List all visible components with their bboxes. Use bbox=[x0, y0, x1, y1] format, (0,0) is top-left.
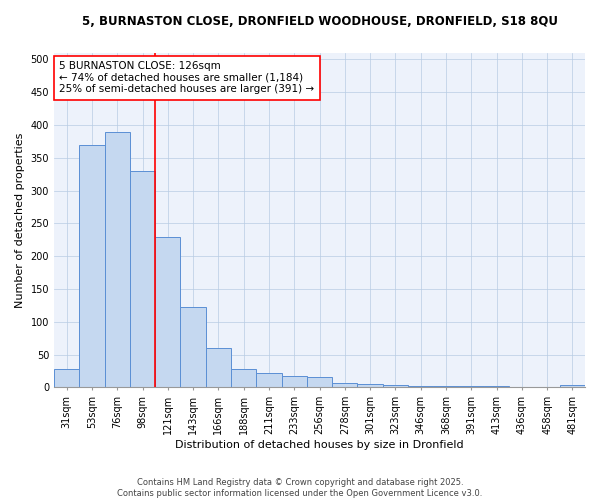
Bar bbox=[79, 144, 104, 388]
Bar bbox=[130, 171, 155, 388]
Bar bbox=[281, 376, 307, 388]
Bar bbox=[535, 387, 560, 388]
Title: 5, BURNASTON CLOSE, DRONFIELD WOODHOUSE, DRONFIELD, S18 8QU: 5, BURNASTON CLOSE, DRONFIELD WOODHOUSE,… bbox=[82, 15, 557, 28]
Bar bbox=[332, 383, 358, 388]
Bar bbox=[408, 386, 433, 388]
Bar bbox=[155, 236, 181, 388]
Text: 5 BURNASTON CLOSE: 126sqm
← 74% of detached houses are smaller (1,184)
25% of se: 5 BURNASTON CLOSE: 126sqm ← 74% of detac… bbox=[59, 61, 314, 94]
Bar bbox=[54, 369, 79, 388]
Bar bbox=[509, 387, 535, 388]
Y-axis label: Number of detached properties: Number of detached properties bbox=[15, 132, 25, 308]
Bar bbox=[256, 373, 281, 388]
Bar bbox=[383, 386, 408, 388]
Text: Contains HM Land Registry data © Crown copyright and database right 2025.
Contai: Contains HM Land Registry data © Crown c… bbox=[118, 478, 482, 498]
Bar bbox=[433, 386, 458, 388]
Bar bbox=[484, 386, 509, 388]
Bar bbox=[181, 308, 206, 388]
Bar bbox=[358, 384, 383, 388]
Bar bbox=[560, 385, 585, 388]
Bar bbox=[206, 348, 231, 388]
X-axis label: Distribution of detached houses by size in Dronfield: Distribution of detached houses by size … bbox=[175, 440, 464, 450]
Bar bbox=[307, 377, 332, 388]
Bar bbox=[104, 132, 130, 388]
Bar bbox=[231, 369, 256, 388]
Bar bbox=[458, 386, 484, 388]
